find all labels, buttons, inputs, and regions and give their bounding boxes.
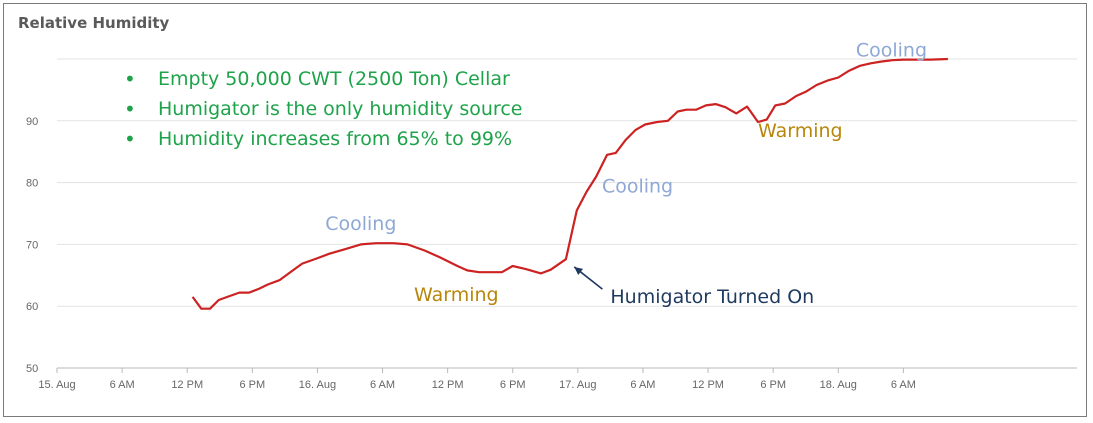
note-item: Humigator is the only humidity source xyxy=(120,94,522,124)
x-tick-label: 12 PM xyxy=(432,379,464,391)
cooling-annotation: Cooling xyxy=(856,40,927,62)
x-tick-label: 6 AM xyxy=(110,379,135,391)
x-tick-label: 12 PM xyxy=(171,379,203,391)
y-tick-label: 70 xyxy=(26,239,38,251)
grid-lines xyxy=(57,58,1077,369)
cooling-annotation: Cooling xyxy=(325,213,396,235)
y-tick-label: 50 xyxy=(26,363,38,375)
x-tick-label: 12 PM xyxy=(692,379,724,391)
note-item: Empty 50,000 CWT (2500 Ton) Cellar xyxy=(120,64,522,94)
cooling-annotation: Cooling xyxy=(602,176,673,198)
x-tick-label: 15. Aug xyxy=(38,379,75,391)
x-tick-label: 6 AM xyxy=(630,379,655,391)
notes-list: Empty 50,000 CWT (2500 Ton) Cellar Humig… xyxy=(120,64,522,154)
warming-annotation: Warming xyxy=(758,120,843,142)
x-tick-label: 18. Aug xyxy=(820,379,857,391)
arrow-head xyxy=(574,266,584,276)
x-tick-label: 16. Aug xyxy=(299,379,336,391)
warming-annotation: Warming xyxy=(414,284,499,306)
x-tick-label: 6 PM xyxy=(239,379,265,391)
x-tick-label: 6 AM xyxy=(891,379,916,391)
y-axis: 50 60 70 80 90 xyxy=(26,116,38,375)
x-tick-label: 17. Aug xyxy=(559,379,596,391)
chart-title: Relative Humidity xyxy=(18,14,170,32)
x-tick-label: 6 PM xyxy=(500,379,526,391)
note-item: Humidity increases from 65% to 99% xyxy=(120,124,522,154)
x-tick-label: 6 AM xyxy=(370,379,395,391)
y-tick-label: 90 xyxy=(26,116,38,128)
humigator-annotation: Humigator Turned On xyxy=(610,286,814,308)
series-group xyxy=(191,57,948,310)
x-tick-label: 6 PM xyxy=(760,379,786,391)
y-tick-label: 60 xyxy=(26,301,38,313)
x-axis: 15. Aug 6 AM 12 PM 6 PM 16. Aug 6 AM 12 PM 6 PM… xyxy=(38,368,916,391)
annotations-group: Cooling Warming Cooling Warming Cooling Humig… xyxy=(325,40,927,308)
humidity-line xyxy=(191,57,948,310)
y-tick-label: 80 xyxy=(26,178,38,190)
